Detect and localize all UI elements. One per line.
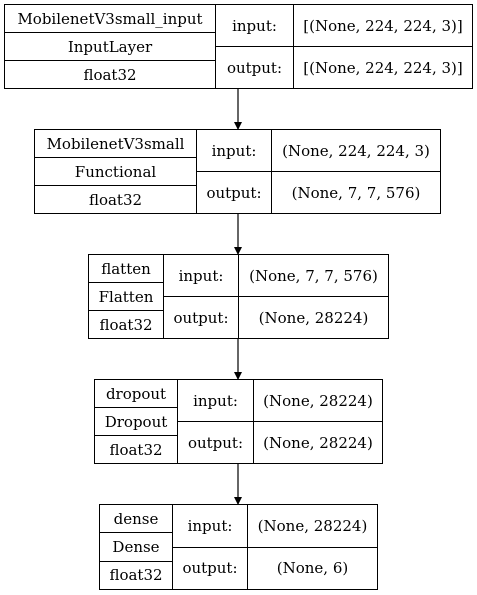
layer-dtype: float32 (95, 435, 177, 463)
output-shape: [(None, 224, 224, 3)] (294, 46, 472, 88)
layer-node-flatten: flatten Flatten float32 input: output: (… (88, 254, 389, 339)
layer-name: flatten (101, 259, 151, 278)
layer-type: Flatten (89, 282, 163, 310)
output-shape: (None, 6) (248, 546, 377, 590)
layer-name: dense (113, 509, 159, 528)
input-shape: (None, 28224) (257, 516, 368, 535)
input-label: input: (211, 141, 257, 160)
input-shape: [(None, 224, 224, 3)] (303, 16, 463, 35)
io-labels: input: output: (197, 130, 272, 213)
layer-node-mobilenetv3small-input: MobilenetV3small_input InputLayer float3… (4, 4, 473, 89)
output-label: output: (216, 46, 293, 88)
layer-name: MobilenetV3small_input (17, 9, 203, 28)
layer-info: MobilenetV3small Functional float32 (35, 130, 197, 213)
layer-info: flatten Flatten float32 (89, 255, 164, 338)
io-shapes: [(None, 224, 224, 3)] [(None, 224, 224, … (294, 5, 472, 88)
layer-node-dense: dense Dense float32 input: output: (None… (99, 504, 378, 590)
io-shapes: (None, 28224) (None, 6) (248, 505, 377, 589)
input-label: input: (187, 516, 233, 535)
layer-info: MobilenetV3small_input InputLayer float3… (5, 5, 216, 88)
io-labels: input: output: (216, 5, 294, 88)
input-label: input: (193, 391, 238, 410)
layer-type: Dropout (95, 407, 177, 435)
layer-node-mobilenetv3small: MobilenetV3small Functional float32 inpu… (34, 129, 441, 214)
io-labels: input: output: (173, 505, 248, 589)
output-label: output: (197, 171, 271, 213)
layer-type: Functional (35, 157, 196, 185)
layer-dtype: float32 (35, 185, 196, 213)
layer-name: dropout (105, 384, 167, 403)
output-label: output: (178, 421, 253, 463)
io-labels: input: output: (178, 380, 254, 463)
output-shape: (None, 28224) (239, 296, 388, 338)
layer-node-dropout: dropout Dropout float32 input: output: (… (94, 379, 383, 464)
input-shape: (None, 28224) (263, 391, 373, 410)
layer-info: dense Dense float32 (100, 505, 173, 589)
output-label: output: (173, 546, 247, 590)
layer-type: InputLayer (5, 32, 215, 60)
layer-name: MobilenetV3small (46, 134, 185, 153)
output-shape: (None, 28224) (254, 421, 382, 463)
io-labels: input: output: (164, 255, 239, 338)
output-label: output: (164, 296, 238, 338)
output-shape: (None, 7, 7, 576) (272, 171, 440, 213)
input-shape: (None, 224, 224, 3) (282, 141, 430, 160)
layer-type: Dense (100, 532, 172, 560)
input-label: input: (232, 16, 277, 35)
layer-dtype: float32 (100, 560, 172, 589)
io-shapes: (None, 224, 224, 3) (None, 7, 7, 576) (272, 130, 440, 213)
input-label: input: (178, 266, 224, 285)
layer-info: dropout Dropout float32 (95, 380, 178, 463)
io-shapes: (None, 28224) (None, 28224) (254, 380, 382, 463)
input-shape: (None, 7, 7, 576) (249, 266, 378, 285)
layer-dtype: float32 (5, 60, 215, 88)
layer-dtype: float32 (89, 310, 163, 338)
io-shapes: (None, 7, 7, 576) (None, 28224) (239, 255, 388, 338)
